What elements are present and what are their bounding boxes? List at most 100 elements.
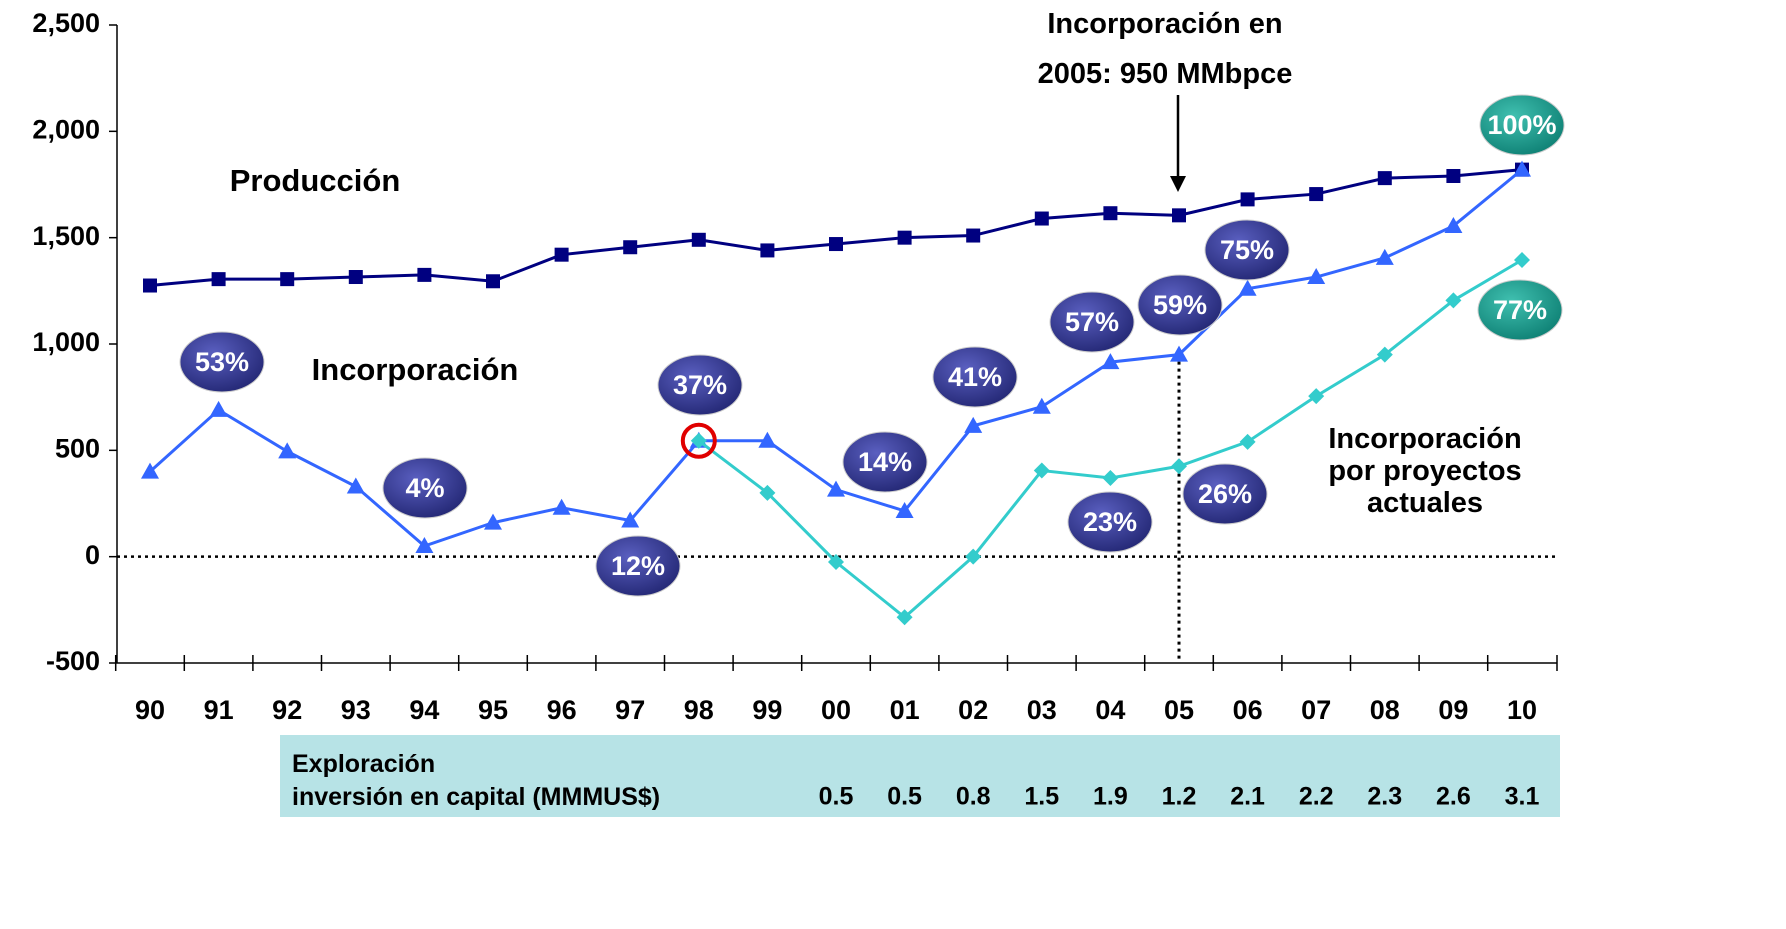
- x-tick-label: 07: [1301, 695, 1331, 725]
- x-tick-label: 98: [684, 695, 714, 725]
- marker: [1032, 397, 1051, 414]
- y-tick-label: 0: [85, 540, 100, 570]
- x-tick-label: 91: [204, 695, 234, 725]
- marker: [1377, 171, 1392, 186]
- percent-label: 59%: [1153, 290, 1207, 320]
- x-tick-label: 90: [135, 695, 165, 725]
- marker: [828, 553, 844, 570]
- x-tick-label: 08: [1370, 695, 1400, 725]
- marker: [1444, 216, 1463, 233]
- highlight-circle: [680, 422, 717, 459]
- marker: [1514, 251, 1530, 268]
- marker: [966, 228, 981, 243]
- x-tick-label: 04: [1095, 695, 1125, 725]
- investment-band: [280, 735, 1560, 817]
- marker: [1238, 279, 1257, 296]
- marker: [554, 247, 569, 262]
- marker: [1103, 206, 1118, 221]
- marker: [211, 272, 226, 287]
- investment-value: 1.9: [1093, 783, 1128, 811]
- investment-value: 1.2: [1162, 783, 1197, 811]
- marker: [484, 513, 502, 530]
- x-tick-label: 95: [478, 695, 508, 725]
- marker: [897, 230, 912, 245]
- percent-bubble: [382, 457, 468, 519]
- marker: [1308, 388, 1325, 405]
- marker: [1034, 211, 1049, 226]
- series-label: Producción: [230, 163, 401, 198]
- percent-label: 14%: [858, 447, 912, 477]
- marker: [1172, 208, 1186, 223]
- marker: [896, 609, 913, 626]
- marker: [1171, 458, 1187, 475]
- percent-label: 57%: [1065, 307, 1119, 337]
- marker: [1102, 469, 1119, 486]
- x-tick-label: 10: [1507, 695, 1537, 725]
- investment-value: 2.6: [1436, 783, 1471, 811]
- marker: [346, 477, 365, 494]
- percent-bubble: [842, 431, 928, 493]
- marker: [1375, 248, 1394, 265]
- y-tick-label: 500: [55, 433, 100, 463]
- marker: [690, 432, 707, 449]
- x-tick-label: 00: [821, 695, 851, 725]
- x-tick-label: 01: [890, 695, 920, 725]
- marker: [209, 400, 228, 417]
- percent-bubble: [179, 331, 265, 393]
- percent-bubble: [1182, 463, 1268, 525]
- percent-label: 41%: [948, 362, 1002, 392]
- percent-label: 12%: [611, 551, 665, 581]
- marker: [1170, 345, 1188, 362]
- percent-bubble: [1204, 219, 1290, 281]
- marker: [1446, 168, 1461, 183]
- percent-bubble: [1067, 491, 1153, 553]
- marker: [1240, 192, 1255, 207]
- x-tick-label: 09: [1438, 695, 1468, 725]
- percent-label: 23%: [1083, 507, 1137, 537]
- percent-label: 77%: [1493, 295, 1547, 325]
- series-label: Incorporación por proyectos actuales: [1328, 423, 1521, 519]
- investment-value: 1.5: [1024, 783, 1059, 811]
- percent-label: 26%: [1198, 479, 1252, 509]
- marker: [829, 237, 843, 252]
- percent-label: 37%: [673, 370, 727, 400]
- x-tick-label: 96: [547, 695, 577, 725]
- marker: [143, 278, 157, 293]
- x-tick-label: 99: [752, 695, 782, 725]
- x-tick-label: 03: [1027, 695, 1057, 725]
- marker: [415, 537, 434, 554]
- x-tick-label: 97: [615, 695, 645, 725]
- y-tick-label: 1,000: [32, 327, 100, 357]
- marker: [623, 240, 638, 255]
- marker: [552, 498, 571, 515]
- percent-bubble: [932, 346, 1018, 408]
- x-tick-label: 93: [341, 695, 371, 725]
- series-label: Incorporación: [312, 352, 519, 387]
- percent-label: 100%: [1487, 110, 1556, 140]
- x-tick-label: 05: [1164, 695, 1194, 725]
- marker: [965, 548, 982, 565]
- percent-label: 4%: [405, 473, 444, 503]
- marker: [417, 267, 432, 282]
- marker: [895, 501, 914, 518]
- percent-bubble: [1137, 274, 1223, 336]
- marker: [691, 232, 706, 247]
- marker: [141, 462, 159, 479]
- marker: [280, 272, 295, 287]
- percent-bubble: [657, 354, 743, 416]
- x-tick-label: 94: [409, 695, 439, 725]
- marker: [1101, 353, 1120, 370]
- marker: [758, 431, 777, 448]
- percent-label: 75%: [1220, 235, 1274, 265]
- marker: [1513, 160, 1531, 177]
- marker: [760, 243, 775, 258]
- investment-value: 2.2: [1299, 783, 1334, 811]
- percent-bubble: [1049, 291, 1135, 353]
- percent-bubble: [1479, 94, 1565, 156]
- x-tick-label: 92: [272, 695, 302, 725]
- investment-value: 0.5: [887, 783, 922, 811]
- percent-bubble: [1477, 279, 1563, 341]
- marker: [348, 270, 363, 285]
- marker: [1309, 187, 1324, 202]
